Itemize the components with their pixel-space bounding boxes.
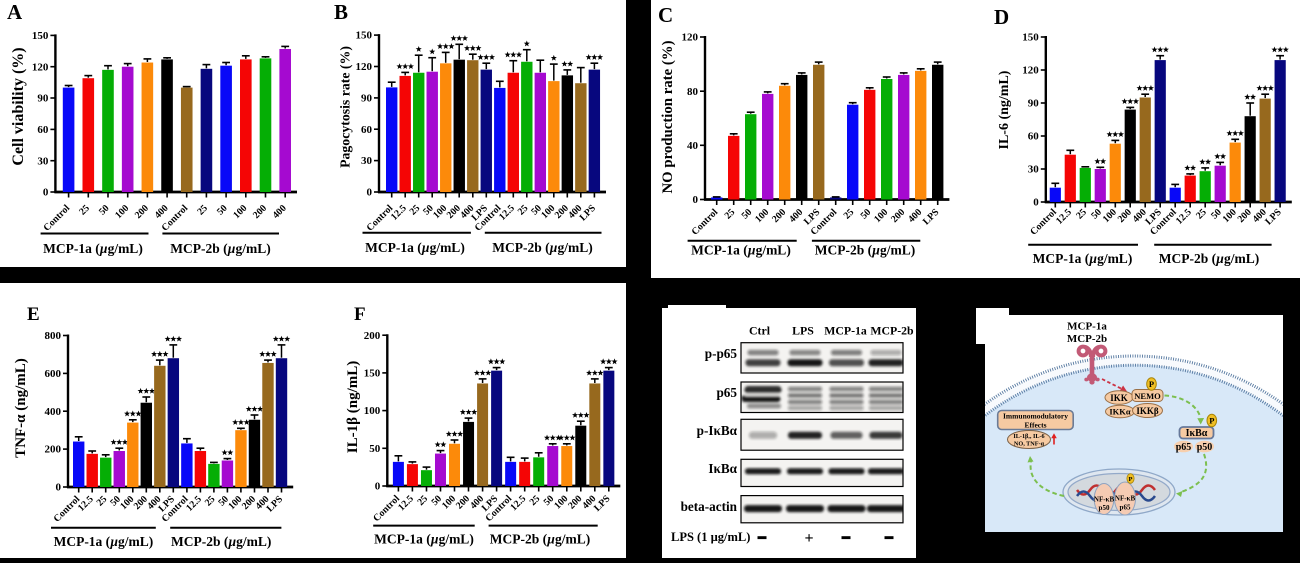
- svg-text:IL-1β (ng/mL): IL-1β (ng/mL): [345, 361, 361, 454]
- svg-text:p-IκBα: p-IκBα: [697, 423, 738, 438]
- svg-text:p65: p65: [1176, 442, 1192, 453]
- svg-text:beta-actin: beta-actin: [681, 499, 738, 514]
- svg-text:TNF-α (ng/mL): TNF-α (ng/mL): [13, 358, 29, 458]
- svg-text:LPS: LPS: [792, 324, 814, 338]
- svg-text:D: D: [994, 5, 1009, 29]
- svg-text:50: 50: [369, 443, 381, 455]
- svg-text:100: 100: [364, 405, 381, 417]
- svg-text:MCP-1a (µg/mL): MCP-1a (µg/mL): [54, 534, 154, 549]
- svg-text:30: 30: [37, 155, 49, 167]
- svg-text:0: 0: [1033, 197, 1039, 209]
- svg-text:NF-κB: NF-κB: [1115, 495, 1136, 503]
- svg-text:MCP-2b (µg/mL): MCP-2b (µg/mL): [490, 532, 590, 547]
- svg-text:MCP-2b: MCP-2b: [870, 324, 914, 338]
- svg-text:MCP-1a (µg/mL): MCP-1a (µg/mL): [365, 240, 465, 255]
- svg-text:400: 400: [45, 406, 62, 418]
- svg-text:P: P: [1129, 476, 1133, 483]
- svg-text:MCP-2b (µg/mL): MCP-2b (µg/mL): [1159, 251, 1259, 266]
- svg-text:NEMO: NEMO: [1134, 391, 1161, 401]
- svg-text:LPS (1 µg/mL): LPS (1 µg/mL): [671, 530, 750, 544]
- svg-text:600: 600: [45, 368, 62, 380]
- svg-text:MCP-2b (µg/mL): MCP-2b (µg/mL): [815, 243, 915, 258]
- svg-text:200: 200: [45, 444, 62, 456]
- svg-text:150: 150: [356, 30, 373, 42]
- svg-text:p-p65: p-p65: [705, 346, 738, 361]
- svg-text:MCP-2b: MCP-2b: [1067, 333, 1107, 345]
- svg-text:120: 120: [1022, 65, 1039, 77]
- svg-text:p65: p65: [1120, 504, 1131, 512]
- svg-text:MCP-1a (µg/mL): MCP-1a (µg/mL): [43, 241, 143, 256]
- svg-text:Effects: Effects: [1024, 420, 1046, 429]
- svg-text:NO production rate (%): NO production rate (%): [660, 40, 676, 193]
- svg-text:B: B: [334, 0, 348, 24]
- svg-text:60: 60: [37, 124, 49, 136]
- svg-text:IKKα: IKKα: [1109, 407, 1131, 417]
- svg-text:MCP-1a: MCP-1a: [824, 324, 867, 338]
- svg-text:IκBα: IκBα: [708, 461, 737, 476]
- svg-text:120: 120: [682, 32, 699, 44]
- svg-text:IL-1β,, IL-6: IL-1β,, IL-6: [1013, 433, 1044, 440]
- svg-text:MCP-1a (µg/mL): MCP-1a (µg/mL): [1033, 251, 1133, 266]
- svg-text:p50: p50: [1197, 442, 1213, 453]
- svg-text:Cell viability (%): Cell viability (%): [10, 47, 27, 165]
- svg-text:Pagocytosis rate (%): Pagocytosis rate (%): [338, 46, 354, 168]
- svg-text:IκBα: IκBα: [1186, 428, 1208, 439]
- svg-text:150: 150: [32, 30, 49, 42]
- svg-text:MCP-1a (µg/mL): MCP-1a (µg/mL): [374, 532, 474, 547]
- svg-text:200: 200: [364, 330, 381, 342]
- svg-text:P: P: [1149, 379, 1154, 389]
- svg-text:A: A: [7, 0, 23, 24]
- svg-text:90: 90: [361, 93, 373, 105]
- svg-text:E: E: [27, 304, 40, 325]
- svg-text:IKKβ: IKKβ: [1136, 406, 1159, 416]
- svg-text:800: 800: [45, 330, 62, 342]
- svg-text:60: 60: [1028, 131, 1040, 143]
- svg-text:Ctrl: Ctrl: [749, 324, 771, 338]
- svg-text:F: F: [354, 304, 366, 325]
- svg-text:MCP-2b (µg/mL): MCP-2b (µg/mL): [492, 240, 592, 255]
- svg-text:C: C: [658, 3, 673, 27]
- svg-text:150: 150: [364, 368, 381, 380]
- svg-text:NF-κB: NF-κB: [1094, 496, 1115, 504]
- svg-text:0: 0: [367, 187, 373, 199]
- svg-text:IL-6 (ng/mL): IL-6 (ng/mL): [997, 70, 1012, 149]
- svg-text:90: 90: [37, 93, 49, 105]
- svg-text:40: 40: [687, 140, 699, 152]
- svg-text:150: 150: [1022, 32, 1039, 44]
- svg-text:30: 30: [361, 155, 373, 167]
- svg-text:MCP-2b (µg/mL): MCP-2b (µg/mL): [170, 241, 270, 256]
- svg-text:120: 120: [356, 61, 373, 73]
- svg-text:80: 80: [687, 86, 699, 98]
- svg-text:90: 90: [1028, 98, 1040, 110]
- svg-text:p50: p50: [1099, 504, 1110, 512]
- svg-text:MCP-2b (µg/mL): MCP-2b (µg/mL): [171, 534, 271, 549]
- svg-text:0: 0: [43, 187, 49, 199]
- svg-text:Immunomodulatory: Immunomodulatory: [1003, 412, 1068, 421]
- svg-text:+: +: [804, 530, 813, 547]
- svg-text:30: 30: [1028, 164, 1040, 176]
- svg-text:p65: p65: [716, 385, 737, 400]
- svg-text:0: 0: [375, 481, 381, 493]
- svg-text:0: 0: [693, 194, 699, 206]
- svg-text:P: P: [1209, 416, 1214, 426]
- svg-text:60: 60: [361, 124, 373, 136]
- svg-text:IKK: IKK: [1110, 393, 1128, 403]
- svg-text:120: 120: [32, 61, 49, 73]
- svg-text:NO, TNF-α: NO, TNF-α: [1014, 441, 1045, 448]
- svg-text:0: 0: [56, 482, 62, 494]
- svg-text:MCP-1a (µg/mL): MCP-1a (µg/mL): [691, 243, 791, 258]
- svg-text:MCP-1a: MCP-1a: [1067, 321, 1107, 333]
